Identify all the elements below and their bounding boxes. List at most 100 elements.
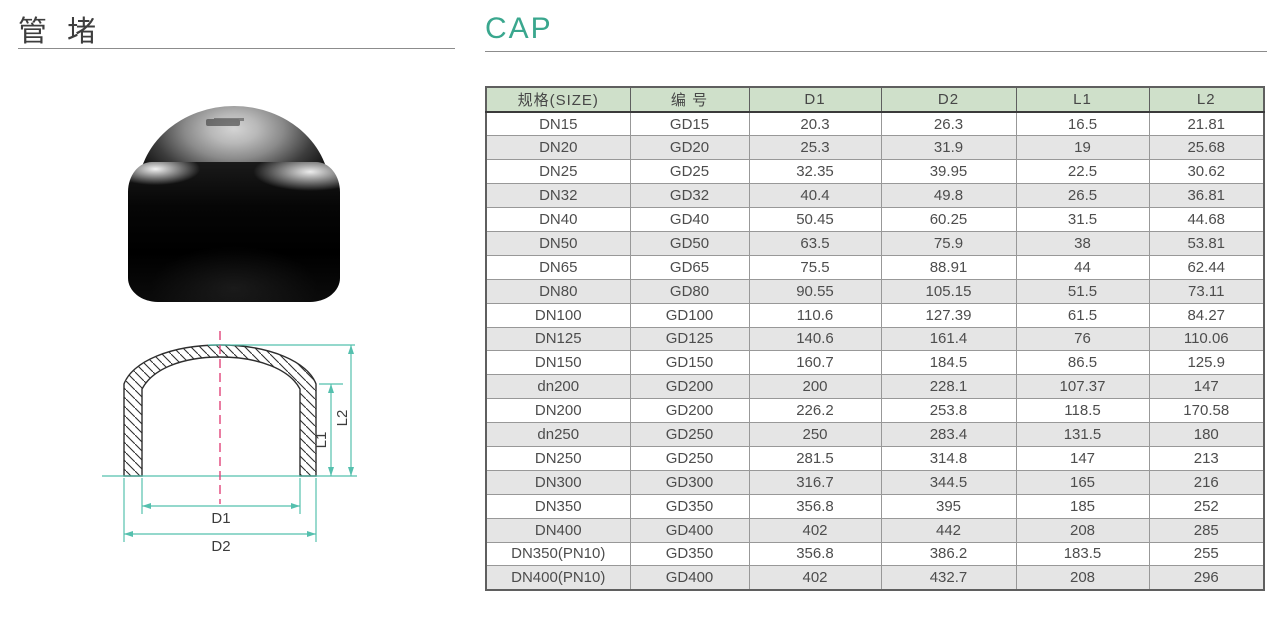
- table-cell: 110.06: [1148, 326, 1265, 352]
- title-underline-right: [485, 51, 1267, 52]
- table-cell: GD400: [629, 565, 750, 591]
- table-header-cell: 规格(SIZE): [485, 86, 631, 113]
- table-cell: 147: [1148, 374, 1265, 400]
- table-cell: 40.4: [748, 183, 882, 209]
- table-cell: 44: [1015, 254, 1150, 280]
- table-cell: 22.5: [1015, 159, 1150, 185]
- table-cell: GD350: [629, 541, 750, 567]
- table-cell: DN100: [485, 302, 631, 328]
- table-cell: 86.5: [1015, 350, 1150, 376]
- table-cell: 19: [1015, 135, 1150, 161]
- table-cell: GD20: [629, 135, 750, 161]
- table-cell: 44.68: [1148, 207, 1265, 232]
- cap-photo-body: [128, 162, 340, 302]
- table-cell: 125.9: [1148, 350, 1265, 376]
- table-cell: 62.44: [1148, 254, 1265, 280]
- d1-arrow-left: [142, 503, 151, 509]
- table-cell: DN32: [485, 183, 631, 209]
- table-cell: 61.5: [1015, 302, 1150, 328]
- table-cell: 76: [1015, 326, 1150, 352]
- table-cell: 296: [1148, 565, 1265, 591]
- table-cell: 127.39: [880, 302, 1017, 328]
- table-cell: dn250: [485, 422, 631, 447]
- spec-table: 规格(SIZE) 编 号 D1 D2 L1 L2 DN15 GD15 20.3 26.3 16.5…: [485, 86, 1265, 591]
- table-cell: GD25: [629, 159, 750, 185]
- table-cell: 316.7: [748, 469, 882, 495]
- table-cell: 20.3: [748, 111, 882, 137]
- d1-arrow-right: [291, 503, 300, 509]
- table-cell: DN150: [485, 350, 631, 376]
- table-row: DN250 GD250 281.5 314.8 147 213: [485, 445, 1265, 471]
- table-cell: 140.6: [748, 326, 882, 352]
- table-cell: 36.81: [1148, 183, 1265, 209]
- table-cell: 26.3: [880, 111, 1017, 137]
- table-header-cell: D2: [880, 86, 1017, 113]
- table-cell: DN400(PN10): [485, 565, 631, 591]
- table-cell: GD400: [629, 517, 750, 543]
- dim-label-l2: L2: [334, 410, 351, 427]
- table-cell: 75.5: [748, 254, 882, 280]
- table-cell: 39.95: [880, 159, 1017, 185]
- table-cell: DN250: [485, 445, 631, 471]
- table-cell: GD15: [629, 111, 750, 137]
- table-cell: 252: [1148, 493, 1265, 519]
- table-row: dn250 GD250 250 283.4 131.5 180: [485, 422, 1265, 447]
- table-cell: 253.8: [880, 398, 1017, 424]
- table-cell: 183.5: [1015, 541, 1150, 567]
- table-cell: 75.9: [880, 230, 1017, 256]
- table-cell: 281.5: [748, 445, 882, 471]
- table-cell: 161.4: [880, 326, 1017, 352]
- table-cell: 226.2: [748, 398, 882, 424]
- table-cell: 53.81: [1148, 230, 1265, 256]
- page-title-english: CAP: [485, 12, 553, 45]
- table-row: DN15 GD15 20.3 26.3 16.5 21.81: [485, 111, 1265, 137]
- table-cell: DN65: [485, 254, 631, 280]
- table-cell: 228.1: [880, 374, 1017, 400]
- table-cell: GD300: [629, 469, 750, 495]
- table-row: DN400(PN10) GD400 402 432.7 208 296: [485, 565, 1265, 591]
- table-row: DN65 GD65 75.5 88.91 44 62.44: [485, 254, 1265, 280]
- table-cell: 73.11: [1148, 278, 1265, 304]
- table-cell: GD40: [629, 207, 750, 232]
- table-cell: DN20: [485, 135, 631, 161]
- table-cell: DN50: [485, 230, 631, 256]
- table-cell: 50.45: [748, 207, 882, 232]
- table-cell: GD65: [629, 254, 750, 280]
- table-header-cell: 编 号: [629, 86, 750, 113]
- table-cell: 31.5: [1015, 207, 1150, 232]
- table-row: DN350(PN10) GD350 356.8 386.2 183.5 255: [485, 541, 1265, 567]
- l1-arrow-bottom: [328, 467, 334, 476]
- table-row: DN350 GD350 356.8 395 185 252: [485, 493, 1265, 519]
- product-photo: [128, 106, 340, 302]
- table-cell: 344.5: [880, 469, 1017, 495]
- table-cell: 25.3: [748, 135, 882, 161]
- table-cell: DN200: [485, 398, 631, 424]
- table-cell: GD32: [629, 183, 750, 209]
- table-cell: 165: [1015, 469, 1150, 495]
- table-cell: 184.5: [880, 350, 1017, 376]
- table-cell: 314.8: [880, 445, 1017, 471]
- d2-arrow-left: [124, 531, 133, 537]
- table-cell: 84.27: [1148, 302, 1265, 328]
- table-cell: 16.5: [1015, 111, 1150, 137]
- table-cell: 208: [1015, 517, 1150, 543]
- table-cell: DN80: [485, 278, 631, 304]
- table-cell: 49.8: [880, 183, 1017, 209]
- table-cell: 31.9: [880, 135, 1017, 161]
- l2-arrow-top: [348, 345, 354, 354]
- table-cell: 285: [1148, 517, 1265, 543]
- table-row: DN300 GD300 316.7 344.5 165 216: [485, 469, 1265, 495]
- table-cell: 170.58: [1148, 398, 1265, 424]
- table-cell: 90.55: [748, 278, 882, 304]
- table-cell: 356.8: [748, 493, 882, 519]
- table-cell: DN125: [485, 326, 631, 352]
- table-cell: 51.5: [1015, 278, 1150, 304]
- table-cell: 147: [1015, 445, 1150, 471]
- page-title-chinese: 管 堵: [18, 16, 103, 48]
- table-cell: GD80: [629, 278, 750, 304]
- dim-label-d2: D2: [211, 538, 230, 555]
- title-underline-left: [18, 48, 455, 49]
- table-cell: GD200: [629, 398, 750, 424]
- table-cell: 402: [748, 565, 882, 591]
- table-cell: 63.5: [748, 230, 882, 256]
